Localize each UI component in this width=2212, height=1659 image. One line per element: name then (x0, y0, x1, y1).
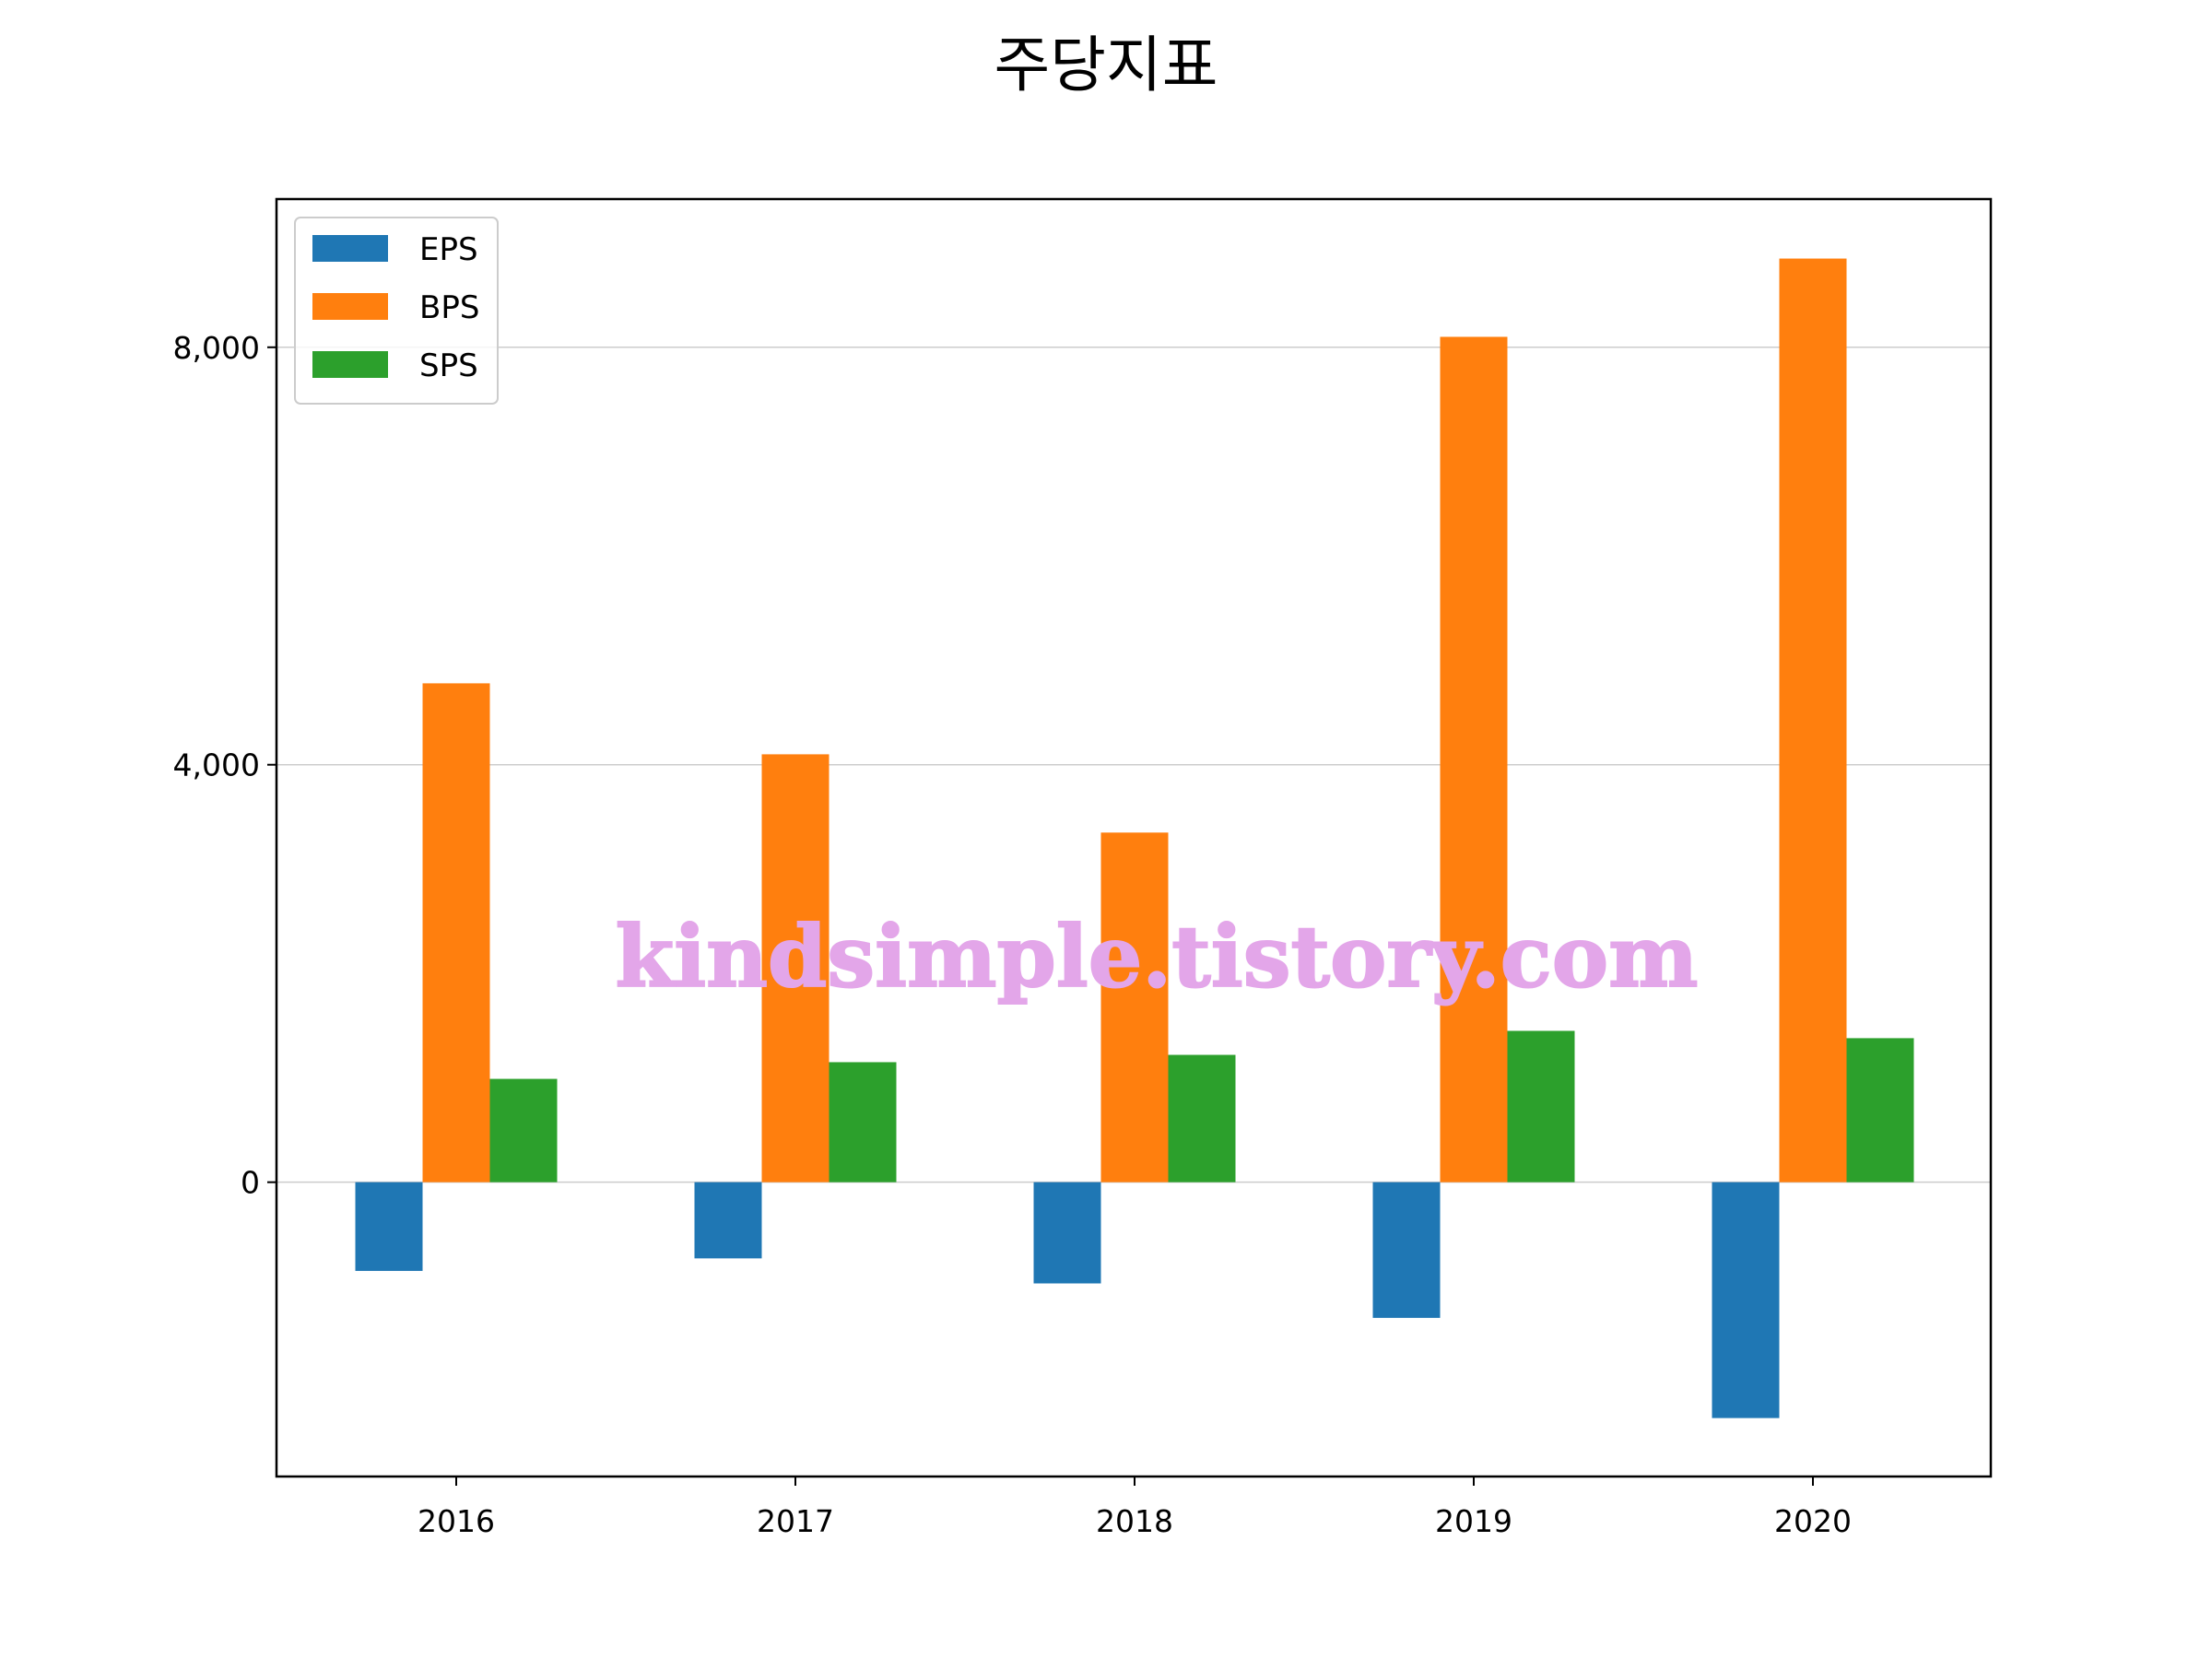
bar-bps-2016 (422, 683, 490, 1182)
x-tick-label: 2016 (418, 1503, 495, 1539)
x-tick-label: 2019 (1435, 1503, 1512, 1539)
legend: EPS BPS SPS (294, 217, 499, 405)
y-tick-label: 8,000 (173, 330, 260, 366)
bar-eps-2019 (1372, 1182, 1441, 1318)
chart-title: 주당지표 (994, 29, 1218, 100)
bar-sps-2017 (829, 1062, 897, 1182)
legend-label-bps: BPS (419, 289, 479, 326)
bar-eps-2018 (1033, 1182, 1101, 1284)
bar-bps-2017 (761, 754, 830, 1182)
legend-swatch-bps (312, 293, 388, 320)
x-tick-label: 2017 (757, 1503, 834, 1539)
bar-eps-2016 (355, 1182, 423, 1271)
bar-bps-2019 (1440, 336, 1508, 1182)
legend-label-eps: EPS (419, 231, 478, 268)
bars-layer (355, 258, 1914, 1418)
bar-bps-2020 (1779, 258, 1847, 1182)
bar-bps-2018 (1100, 832, 1169, 1182)
legend-swatch-eps (312, 235, 388, 262)
bar-sps-2018 (1168, 1054, 1236, 1182)
y-tick-label: 0 (241, 1165, 260, 1201)
y-axis: 0 4,000 8,000 (173, 330, 276, 1201)
legend-label-sps: SPS (419, 347, 478, 384)
bar-sps-2019 (1507, 1030, 1575, 1182)
bar-eps-2017 (694, 1182, 762, 1259)
x-axis: 2016 2017 2018 2019 2020 (418, 1477, 1852, 1539)
legend-swatch-sps (312, 351, 388, 378)
watermark-text: kindsimple.tistory.com (615, 907, 1698, 1006)
bar-sps-2016 (489, 1078, 558, 1182)
y-tick-label: 4,000 (173, 747, 260, 783)
watermark: kindsimple.tistory.com (614, 906, 1699, 1007)
x-tick-label: 2020 (1774, 1503, 1852, 1539)
bar-eps-2020 (1712, 1182, 1780, 1418)
x-tick-label: 2018 (1096, 1503, 1173, 1539)
bar-sps-2020 (1846, 1038, 1914, 1182)
